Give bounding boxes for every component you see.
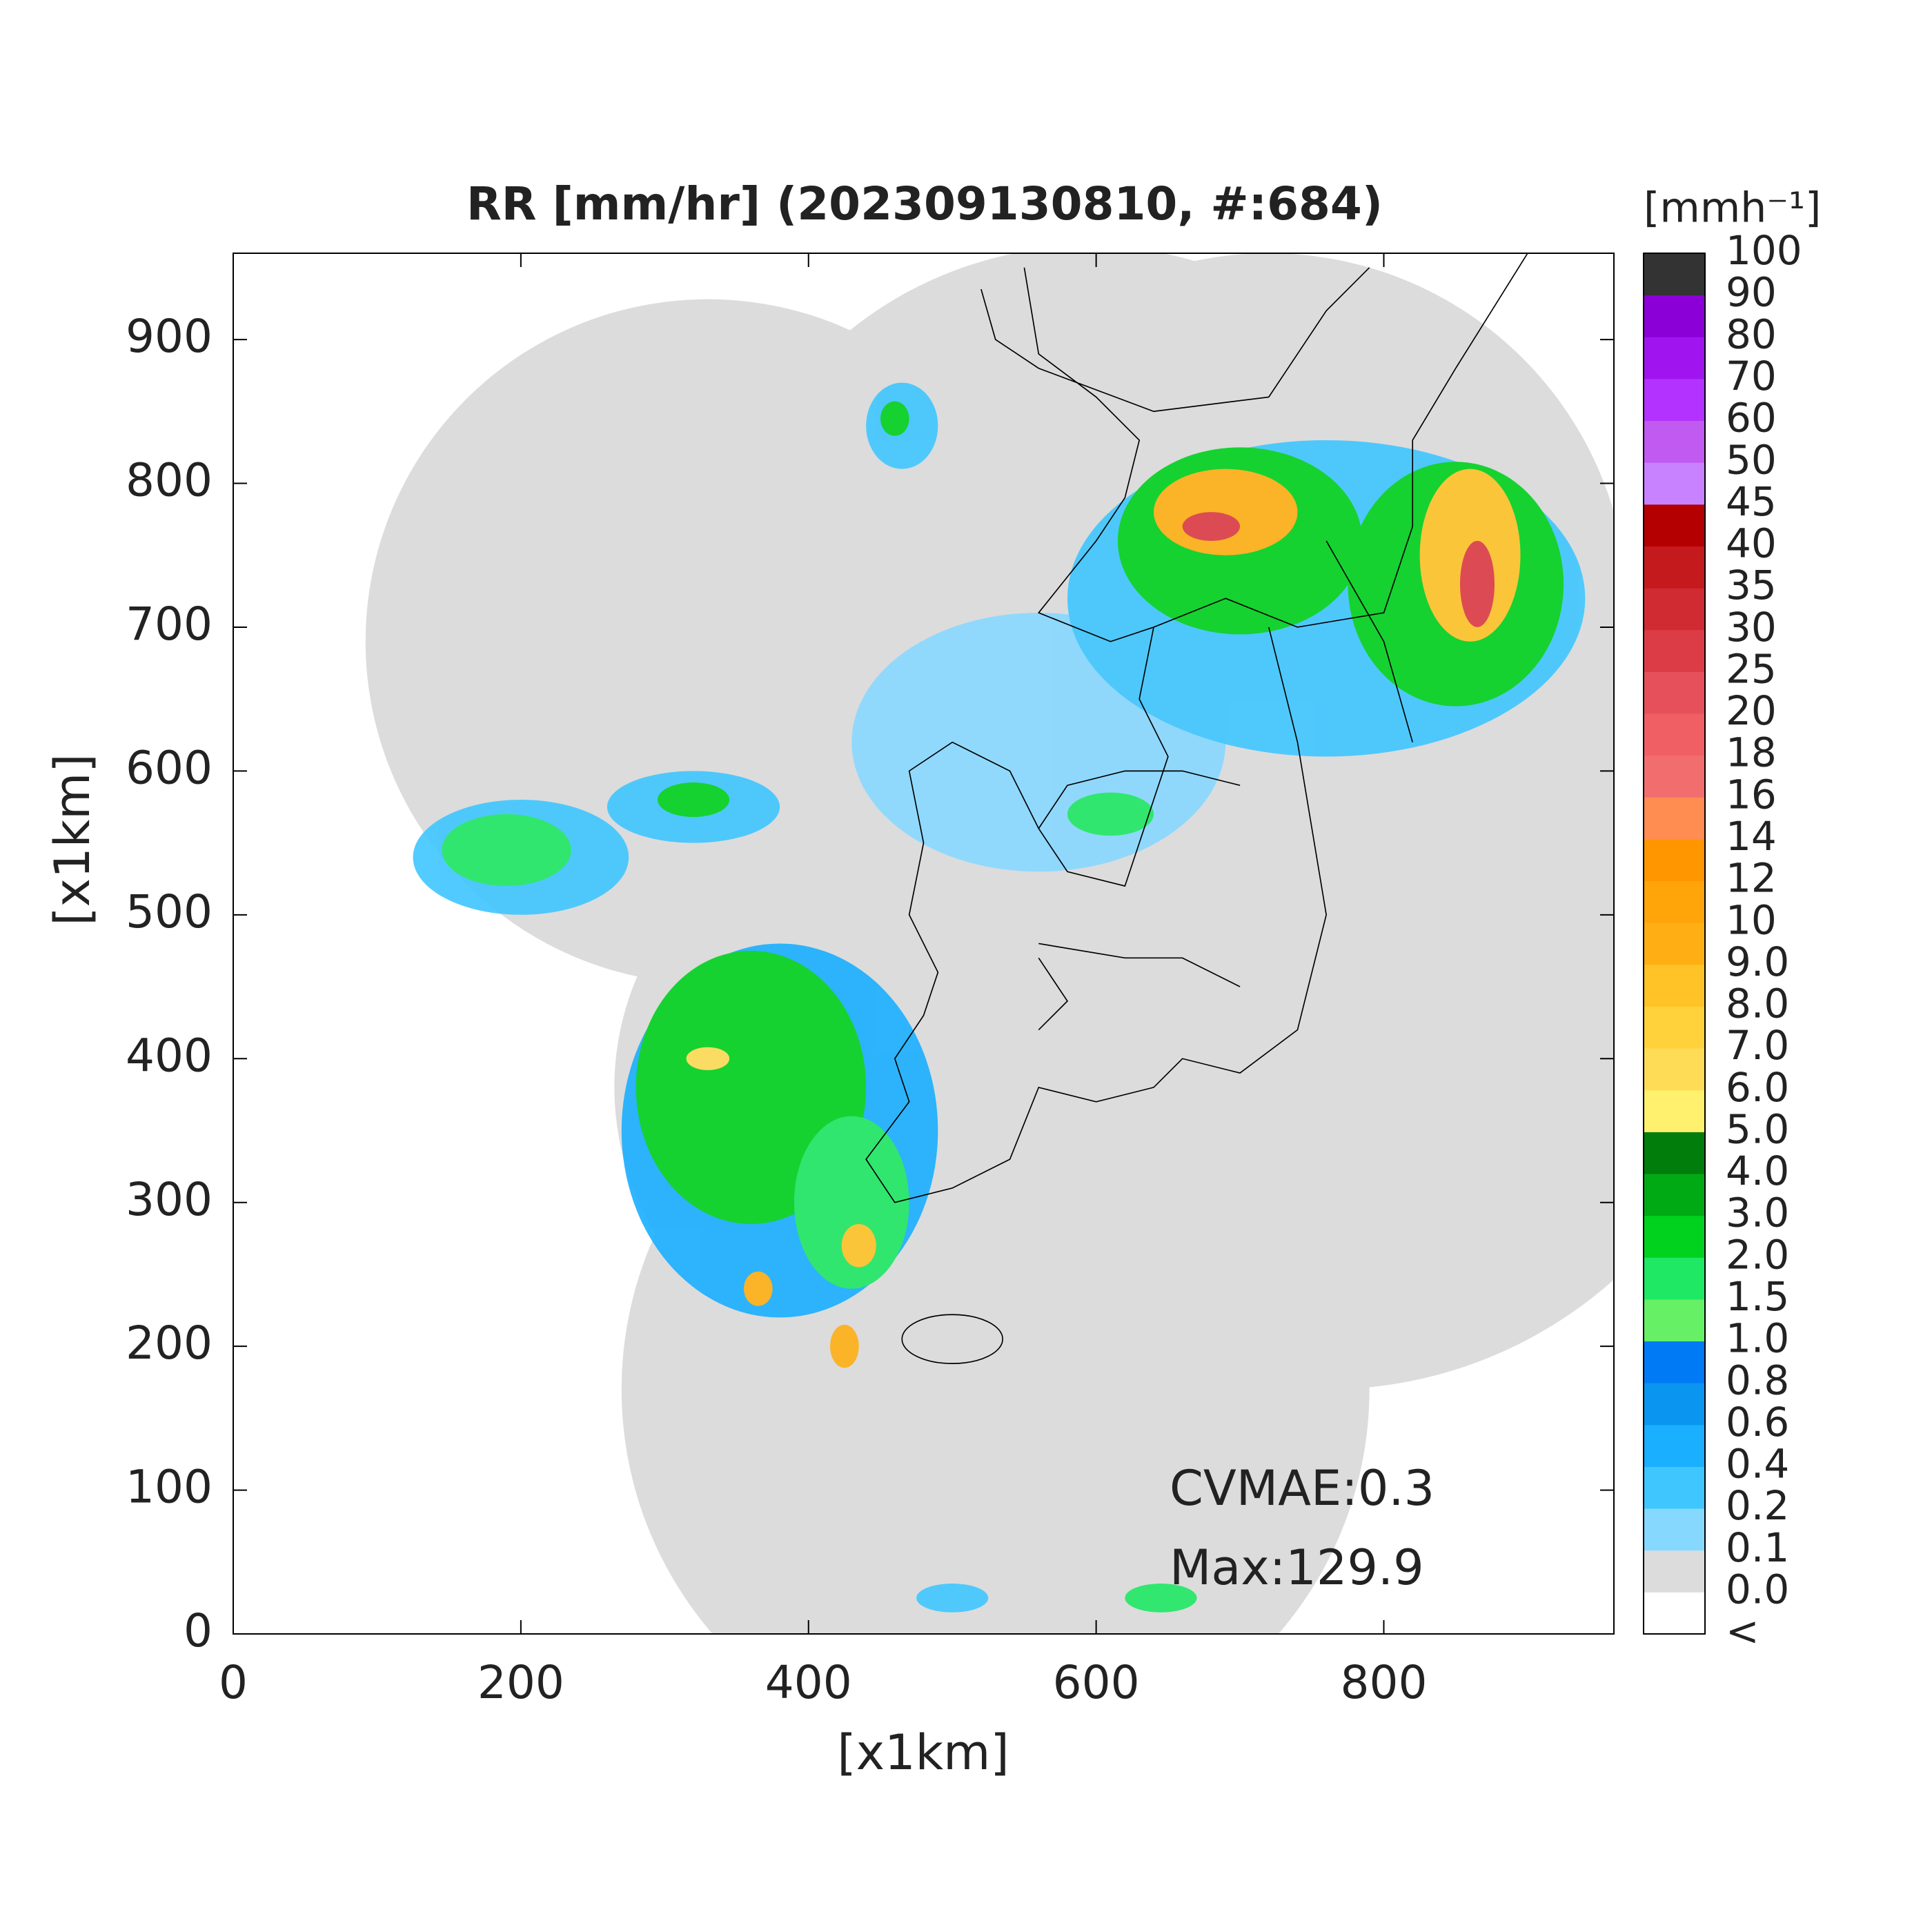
colorbar-segment xyxy=(1644,1215,1705,1258)
y-tick-label: 100 xyxy=(126,1461,213,1514)
colorbar-frame xyxy=(1643,253,1706,1635)
colorbar-segment xyxy=(1644,1508,1705,1551)
x-tick-label: 200 xyxy=(477,1656,564,1709)
annotation: CVMAE:0.3 xyxy=(1170,1460,1435,1517)
colorbar-tick-label: 25 xyxy=(1726,645,1777,692)
colorbar-tick-label: 5.0 xyxy=(1726,1105,1789,1152)
colorbar-tick-label: 0.8 xyxy=(1726,1357,1789,1403)
colorbar-segment xyxy=(1644,420,1705,463)
colorbar-segment xyxy=(1644,1383,1705,1426)
radar-field xyxy=(365,253,1614,1634)
colorbar-tick-label: 60 xyxy=(1726,395,1777,442)
colorbar-tick-label: 6.0 xyxy=(1726,1064,1789,1111)
colorbar-tick-label: 0.1 xyxy=(1726,1524,1789,1571)
colorbar-tick-label: 1.0 xyxy=(1726,1315,1789,1362)
colorbar-segment xyxy=(1644,1592,1705,1635)
colorbar-tick-label: 0.6 xyxy=(1726,1399,1789,1446)
y-axis-label: [x1km] xyxy=(44,753,101,925)
colorbar-label: [mmh⁻¹] xyxy=(1644,184,1821,233)
colorbar-tick-label: 2.0 xyxy=(1726,1231,1789,1278)
colorbar-tick-label: 16 xyxy=(1726,771,1777,818)
y-tick-label: 600 xyxy=(126,741,213,794)
colorbar-segment xyxy=(1644,253,1705,296)
plot-frame xyxy=(233,253,1615,1635)
colorbar-segment xyxy=(1644,1174,1705,1216)
y-tick-label: 900 xyxy=(126,310,213,363)
colorbar-segment xyxy=(1644,629,1705,672)
y-tick-label: 800 xyxy=(126,454,213,507)
colorbar-segment xyxy=(1644,1006,1705,1049)
colorbar-segment xyxy=(1644,1466,1705,1509)
colorbar-segment xyxy=(1644,797,1705,840)
colorbar-segment xyxy=(1644,671,1705,714)
x-tick-label: 400 xyxy=(765,1656,852,1709)
y-tick-label: 0 xyxy=(184,1604,213,1657)
colorbar-tick-label: 10 xyxy=(1726,896,1777,943)
x-tick-label: 800 xyxy=(1341,1656,1428,1709)
colorbar-tick-label: 100 xyxy=(1726,227,1802,274)
colorbar-segment xyxy=(1644,1090,1705,1132)
rain-echoes xyxy=(413,382,1586,1613)
chart-title: RR [mm/hr] (202309130810, #:684) xyxy=(466,177,1383,230)
colorbar-segment xyxy=(1644,755,1705,798)
colorbar-tick-label: 20 xyxy=(1726,687,1777,734)
colorbar-tick-label: 30 xyxy=(1726,604,1777,651)
colorbar-tick-label: 18 xyxy=(1726,729,1777,776)
colorbar-segment xyxy=(1644,713,1705,756)
y-tick-label: 700 xyxy=(126,598,213,651)
colorbar-segment xyxy=(1644,588,1705,631)
colorbar-segment xyxy=(1644,923,1705,965)
colorbar-tick-label: 35 xyxy=(1726,562,1777,609)
colorbar-segment xyxy=(1644,1257,1705,1300)
colorbar-tick-label: 8.0 xyxy=(1726,980,1789,1027)
colorbar-tick-label: 70 xyxy=(1726,353,1777,400)
colorbar-segment xyxy=(1644,462,1705,505)
colorbar-tick-label: 40 xyxy=(1726,520,1777,567)
y-tick-label: 400 xyxy=(126,1029,213,1082)
colorbar-tick-label: 45 xyxy=(1726,478,1777,525)
colorbar-segment xyxy=(1644,295,1705,337)
colorbar-segment xyxy=(1644,378,1705,422)
annotation: Max:129.9 xyxy=(1170,1539,1424,1596)
colorbar-segment xyxy=(1644,838,1705,882)
x-axis-label: [x1km] xyxy=(837,1724,1009,1781)
colorbar-segment xyxy=(1644,1132,1705,1174)
y-tick-label: 200 xyxy=(126,1317,213,1370)
colorbar-segment xyxy=(1644,880,1705,923)
colorbar-segment xyxy=(1644,337,1705,379)
radar-coverage xyxy=(365,253,1614,1634)
x-tick-label: 600 xyxy=(1053,1656,1140,1709)
coastlines xyxy=(865,253,1528,1364)
colorbar-segment xyxy=(1644,1299,1705,1342)
colorbar-tick-label: 3.0 xyxy=(1726,1190,1789,1236)
colorbar-tick-label: 80 xyxy=(1726,310,1777,357)
colorbar-segment xyxy=(1644,546,1705,589)
colorbar-tick-label: 0.0 xyxy=(1726,1566,1789,1613)
y-tick-label: 300 xyxy=(126,1173,213,1226)
colorbar-segment xyxy=(1644,1341,1705,1383)
y-tick-label: 500 xyxy=(126,885,213,938)
colorbar-tick-label: 14 xyxy=(1726,813,1777,860)
colorbar-tick-label: < xyxy=(1726,1608,1759,1655)
colorbar-tick-label: 0.2 xyxy=(1726,1482,1789,1529)
colorbar-tick-label: 7.0 xyxy=(1726,1022,1789,1069)
colorbar-tick-label: 50 xyxy=(1726,436,1777,483)
colorbar-tick-label: 9.0 xyxy=(1726,938,1789,985)
colorbar-tick-label: 1.5 xyxy=(1726,1273,1789,1320)
colorbar-segment xyxy=(1644,1424,1705,1467)
colorbar-segment xyxy=(1644,1550,1705,1593)
colorbar-tick-label: 4.0 xyxy=(1726,1147,1789,1194)
colorbar-segment xyxy=(1644,504,1705,546)
colorbar-tick-label: 12 xyxy=(1726,855,1777,902)
colorbar-tick-label: 0.4 xyxy=(1726,1441,1789,1488)
colorbar-segment xyxy=(1644,964,1705,1007)
colorbar-segment xyxy=(1644,1048,1705,1091)
x-tick-label: 0 xyxy=(219,1656,248,1709)
colorbar-tick-label: 90 xyxy=(1726,269,1777,316)
